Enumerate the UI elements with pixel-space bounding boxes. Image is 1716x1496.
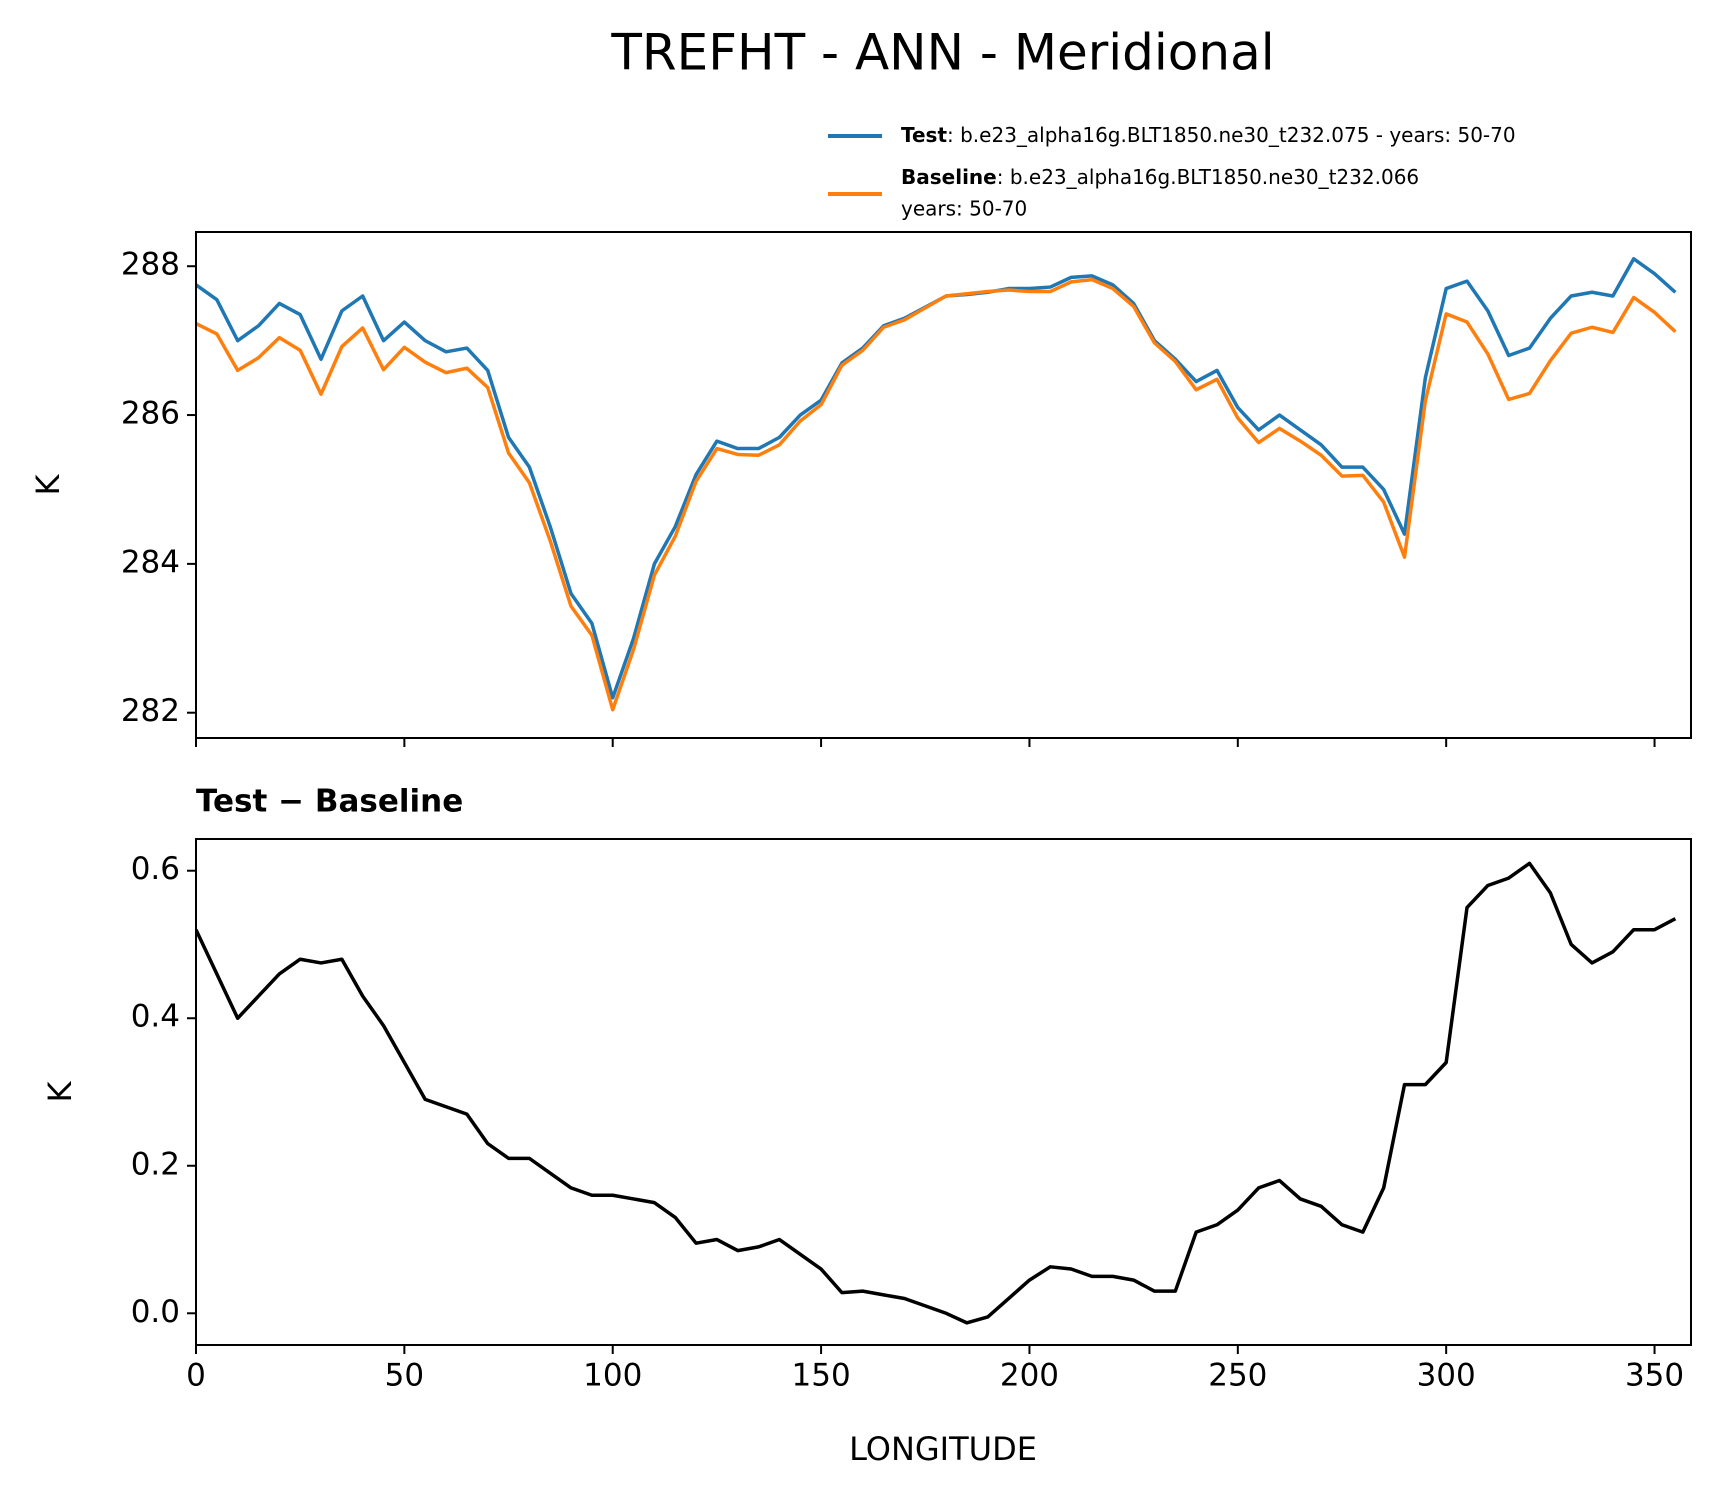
x-tick-label: 100 [583,1358,642,1394]
legend-description: : b.e23_alpha16g.BLT1850.ne30_t232.066 [997,165,1419,189]
legend-label: Test: b.e23_alpha16g.BLT1850.ne30_t232.0… [901,123,1516,147]
axes-frame [195,838,1692,1346]
legend-name: Test [901,123,947,147]
y-tick-label: 0.4 [131,999,180,1035]
y-tick-label: 288 [121,247,180,283]
legend-description: : b.e23_alpha16g.BLT1850.ne30_t232.075 -… [947,123,1516,147]
x-tick-label: 200 [1000,1358,1059,1394]
data-line [196,861,1677,1325]
legend-name: Baseline [901,165,997,189]
y-axis-label: K [29,473,67,495]
x-axis-label: LONGITUDE [849,1430,1037,1468]
x-tick-label: 350 [1625,1358,1684,1394]
legend-label: Baseline: b.e23_alpha16g.BLT1850.ne30_t2… [901,165,1419,189]
panel-subtitle: Test − Baseline [196,784,463,820]
y-tick-label: 0.2 [131,1146,180,1182]
y-tick-label: 286 [121,396,180,432]
figure-title: TREFHT - ANN - Meridional [610,24,1274,82]
plot-area [196,861,1677,1325]
axes-frame [195,231,1692,739]
y-tick-label: 282 [121,693,180,729]
y-tick-label: 0.0 [131,1294,180,1330]
y-tick-label: 0.6 [131,851,180,887]
y-axis-label: K [41,1080,79,1102]
x-tick-label: 50 [385,1358,424,1394]
y-tick-label: 284 [121,544,180,580]
legend-description: years: 50-70 [901,197,1027,221]
x-tick-label: 150 [792,1358,851,1394]
plot-area [196,257,1677,712]
x-tick-label: 250 [1208,1358,1267,1394]
x-tick-label: 0 [186,1358,206,1394]
x-tick-label: 300 [1417,1358,1476,1394]
data-line [196,277,1677,712]
